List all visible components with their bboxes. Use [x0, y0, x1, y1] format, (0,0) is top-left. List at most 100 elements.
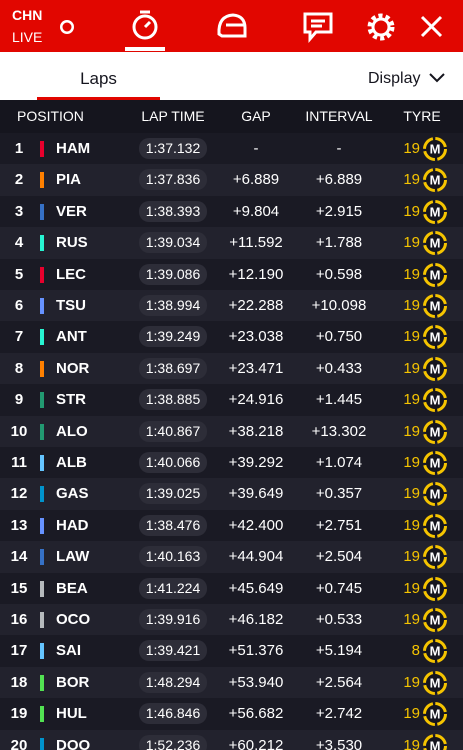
driver: PIA	[56, 171, 82, 189]
tyre-laps: 19	[403, 171, 420, 189]
tyre-ring	[423, 608, 447, 632]
position: 4	[14, 234, 24, 252]
tyre-laps: 19	[403, 673, 420, 691]
lap-time: 1:38.476	[139, 514, 207, 536]
tyre-ring	[423, 513, 447, 538]
active-indicator	[125, 47, 165, 51]
tyre-icon: M	[423, 294, 447, 318]
tyre-icon: M	[423, 388, 447, 413]
gap: +46.182	[228, 611, 284, 628]
team-color	[40, 141, 44, 157]
column-header: INTERVAL	[305, 108, 373, 124]
settings-icon[interactable]	[367, 13, 395, 41]
table-header: POSITION LAP TIME GAP INTERVAL TYRE	[0, 100, 463, 133]
tyre-compound: M	[430, 204, 441, 219]
close-icon[interactable]	[420, 15, 443, 38]
tyre-icon: M	[423, 451, 447, 475]
race-code: CHN	[12, 7, 43, 23]
tyre-laps: 19	[403, 234, 420, 252]
driver-row: 19 HUL 1:46.846 +56.682 +2.742 19 M	[0, 698, 463, 730]
interval: +0.745	[315, 579, 363, 597]
tyre-laps: 19	[403, 422, 420, 440]
tyre-laps: 19	[403, 611, 420, 628]
tyre-laps: 19	[403, 485, 420, 503]
lap-time: 1:39.249	[139, 326, 207, 348]
tyre-ring	[423, 545, 447, 570]
position: 19	[10, 705, 28, 723]
position: 9	[14, 391, 24, 409]
tyre-compound: M	[430, 487, 441, 502]
team-color	[40, 549, 44, 566]
interval: +10.098	[311, 297, 367, 314]
driver-row: 18 BOR 1:48.294 +53.940 +2.564 19 M	[0, 666, 463, 699]
interval: -	[336, 140, 342, 157]
column-header: TYRE	[403, 108, 441, 124]
tyre-ring	[423, 388, 447, 413]
gap: +23.471	[228, 359, 284, 377]
interval: +2.915	[315, 202, 363, 220]
driver-row: 1 HAM 1:37.132 - - 19 M	[0, 133, 463, 165]
tyre-compound: M	[430, 330, 441, 345]
driver-row: 9 STR 1:38.885 +24.916 +1.445 19 M	[0, 384, 463, 416]
team-color	[40, 737, 44, 750]
tyre-compound: M	[430, 518, 441, 533]
tyre-compound: M	[430, 550, 441, 565]
column-header: POSITION	[17, 108, 84, 124]
lap-time: 1:40.066	[139, 452, 207, 473]
tyre-compound: M	[430, 173, 441, 188]
tyre-compound: M	[430, 456, 441, 471]
driver-row: 14 LAW 1:40.163 +44.904 +2.504 19 M	[0, 541, 463, 573]
interval: +6.889	[315, 171, 363, 189]
position: 20	[10, 736, 28, 750]
team-color	[40, 298, 44, 314]
tyre-compound: M	[430, 613, 441, 628]
driver: TSU	[56, 297, 86, 314]
tyre-compound: M	[430, 142, 441, 157]
team-color	[40, 612, 44, 628]
team-color	[40, 674, 44, 691]
tyre-compound: M	[430, 299, 441, 314]
tyre-ring	[423, 199, 447, 224]
lap-time: 1:39.421	[139, 640, 207, 662]
gap: +38.218	[228, 422, 284, 440]
position: 13	[10, 516, 28, 534]
team-color	[40, 455, 44, 471]
driver: STR	[56, 391, 86, 409]
lap-time: 1:37.132	[139, 138, 207, 159]
driver: ALO	[56, 422, 88, 440]
driver-row: 6 TSU 1:38.994 +22.288 +10.098 19 M	[0, 290, 463, 322]
lap-time: 1:39.034	[139, 232, 207, 254]
column-header: LAP TIME	[141, 108, 205, 124]
top-icons	[60, 10, 443, 51]
driver: ALB	[56, 454, 87, 471]
interval: +3.530	[315, 736, 363, 750]
interval: +13.302	[311, 422, 367, 440]
display-menu[interactable]: Display	[368, 70, 421, 87]
chat-icon[interactable]	[303, 12, 333, 44]
tab-underline	[37, 97, 160, 100]
tyre-laps: 19	[403, 516, 420, 534]
tyre-icon: M	[423, 702, 447, 727]
team-color	[40, 360, 44, 377]
helmet-icon[interactable]	[217, 13, 247, 38]
live-dot-inner	[62, 22, 72, 32]
driver: BOR	[56, 673, 90, 691]
timing-icon[interactable]	[132, 10, 158, 40]
lap-time: 1:41.224	[139, 577, 207, 599]
position: 11	[11, 454, 27, 471]
tyre-laps: 19	[403, 579, 420, 597]
tyre-compound: M	[430, 267, 441, 282]
lap-time: 1:52.236	[139, 734, 207, 750]
tab-laps[interactable]: Laps	[80, 69, 117, 88]
tyre-laps: 19	[403, 705, 420, 723]
gap: +44.904	[228, 548, 284, 566]
interval: +0.598	[315, 265, 363, 283]
team-color	[40, 172, 44, 189]
gap: +39.649	[228, 485, 284, 503]
driver-row: 15 BEA 1:41.224 +45.649 +0.745 19 M	[0, 572, 463, 604]
tyre-ring	[423, 231, 447, 256]
table-body: 1 HAM 1:37.132 - - 19 M 2 PIA 1:37.836 +6.889 +6.88…	[0, 133, 463, 750]
tyre-ring	[423, 294, 447, 318]
driver-row: 20 DOO 1:52.236 +60.212 +3.530 19 M	[0, 729, 463, 750]
